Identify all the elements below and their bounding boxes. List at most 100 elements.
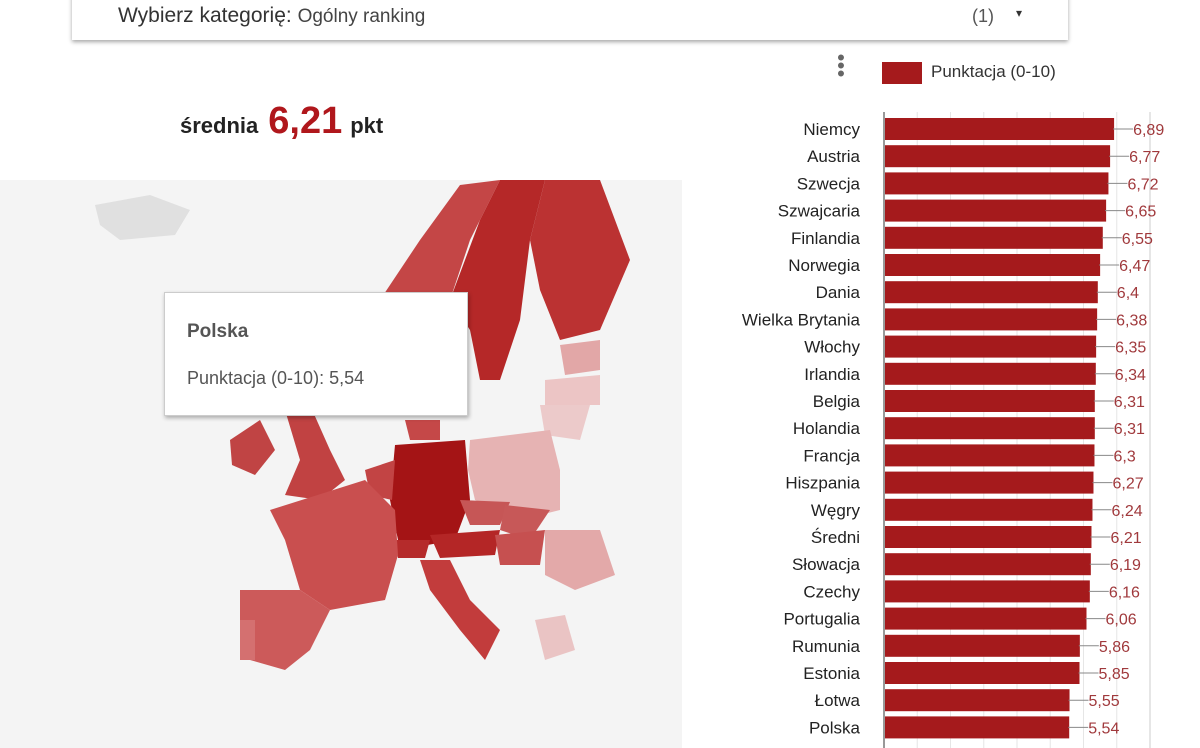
- iceland: [95, 195, 190, 240]
- value-label: 6,06: [1105, 612, 1136, 629]
- bar[interactable]: [885, 308, 1098, 331]
- category-label: Wielka Brytania: [742, 310, 861, 329]
- category-label: Czechy: [803, 582, 860, 601]
- bar[interactable]: [885, 716, 1070, 739]
- value-label: 6,31: [1114, 421, 1145, 438]
- value-label: 6,19: [1110, 557, 1141, 574]
- category-label: Polska: [809, 718, 861, 737]
- value-label: 5,55: [1089, 693, 1120, 710]
- hungary[interactable]: [495, 530, 545, 565]
- category-label: Finlandia: [791, 229, 861, 248]
- average-value: 6,21: [268, 100, 343, 142]
- bar[interactable]: [885, 607, 1087, 630]
- tooltip-value: Punktacja (0-10): 5,54: [187, 368, 365, 388]
- austria[interactable]: [430, 530, 500, 558]
- category-label: Łotwa: [815, 691, 861, 710]
- bar[interactable]: [885, 254, 1101, 276]
- category-label: Szwecja: [797, 174, 861, 193]
- category-label: Średni: [811, 528, 860, 547]
- category-label: Francja: [803, 446, 860, 465]
- value-label: 6,3: [1113, 448, 1135, 465]
- value-label: 6,35: [1115, 340, 1146, 357]
- uk[interactable]: [285, 405, 345, 500]
- bar[interactable]: [885, 689, 1070, 712]
- europe-map[interactable]: [0, 180, 690, 748]
- finland[interactable]: [530, 180, 630, 340]
- value-label: 6,24: [1111, 503, 1142, 520]
- category-select[interactable]: Wybierz kategorię: Ogólny ranking (1) ▾: [72, 0, 1068, 40]
- bar[interactable]: [885, 199, 1107, 222]
- bar[interactable]: [885, 226, 1103, 249]
- value-label: 6,4: [1117, 285, 1139, 302]
- value-label: 6,27: [1112, 476, 1143, 493]
- bar[interactable]: [885, 498, 1093, 521]
- value-label: 6,31: [1114, 394, 1145, 411]
- category-label: Portugalia: [783, 610, 860, 629]
- value-label: 6,34: [1115, 367, 1146, 384]
- bar[interactable]: [885, 118, 1115, 140]
- legend-label: Punktacja (0-10): [931, 62, 1056, 81]
- value-label: 5,54: [1088, 720, 1119, 737]
- category-label: Dania: [816, 283, 861, 302]
- greece[interactable]: [535, 615, 575, 660]
- czechia[interactable]: [460, 500, 510, 525]
- more-options-icon[interactable]: • • •: [837, 45, 845, 86]
- bar[interactable]: [885, 553, 1091, 576]
- bar[interactable]: [885, 145, 1111, 168]
- bar[interactable]: [885, 417, 1095, 440]
- category-label: Szwajcaria: [778, 202, 861, 221]
- category-select-value: Ogólny ranking: [297, 6, 426, 27]
- poland[interactable]: [468, 430, 560, 520]
- legend-swatch: [882, 62, 922, 84]
- bar[interactable]: [885, 390, 1095, 412]
- portugal[interactable]: [240, 620, 255, 660]
- average-label: średnia: [180, 113, 259, 138]
- value-label: 6,72: [1127, 176, 1158, 193]
- bar[interactable]: [885, 281, 1098, 304]
- switzerland[interactable]: [395, 540, 430, 558]
- bar[interactable]: [885, 362, 1096, 385]
- category-label: Holandia: [793, 419, 861, 438]
- bar[interactable]: [885, 471, 1094, 494]
- value-label: 5,86: [1099, 639, 1130, 656]
- value-label: 5,85: [1099, 666, 1130, 683]
- italy[interactable]: [420, 560, 500, 660]
- value-label: 6,55: [1122, 231, 1153, 248]
- category-count: (1): [972, 6, 994, 26]
- bar[interactable]: [885, 335, 1097, 358]
- germany[interactable]: [390, 440, 470, 550]
- bar[interactable]: [885, 662, 1080, 684]
- estonia[interactable]: [560, 340, 600, 375]
- chevron-down-icon[interactable]: ▾: [1016, 6, 1023, 20]
- latvia[interactable]: [545, 375, 600, 405]
- slovakia[interactable]: [500, 505, 550, 540]
- bar[interactable]: [885, 526, 1092, 548]
- bar[interactable]: [885, 444, 1095, 467]
- sweden[interactable]: [450, 180, 545, 380]
- tooltip-title: Polska: [187, 321, 249, 342]
- bar[interactable]: [885, 172, 1109, 195]
- average-unit: pkt: [350, 113, 384, 138]
- category-label: Rumunia: [792, 637, 861, 656]
- category-label: Słowacja: [792, 555, 861, 574]
- spain[interactable]: [240, 590, 330, 670]
- value-label: 6,89: [1133, 122, 1164, 139]
- category-label: Norwegia: [788, 256, 860, 275]
- value-label: 6,77: [1129, 149, 1160, 166]
- category-label: Włochy: [804, 338, 860, 357]
- bar[interactable]: [885, 634, 1080, 657]
- category-label: Austria: [807, 147, 860, 166]
- category-label: Niemcy: [803, 120, 860, 139]
- ireland[interactable]: [230, 420, 275, 475]
- lithuania[interactable]: [540, 405, 590, 440]
- map-tooltip: Polska Punktacja (0-10): 5,54: [164, 292, 468, 416]
- category-label: Węgry: [811, 501, 861, 520]
- value-label: 6,47: [1119, 258, 1150, 275]
- denmark[interactable]: [405, 420, 440, 440]
- value-label: 6,65: [1125, 204, 1156, 221]
- romania[interactable]: [545, 530, 615, 590]
- france[interactable]: [270, 480, 398, 610]
- category-label: Hiszpania: [785, 474, 860, 493]
- value-label: 6,16: [1109, 584, 1140, 601]
- bar[interactable]: [885, 580, 1090, 603]
